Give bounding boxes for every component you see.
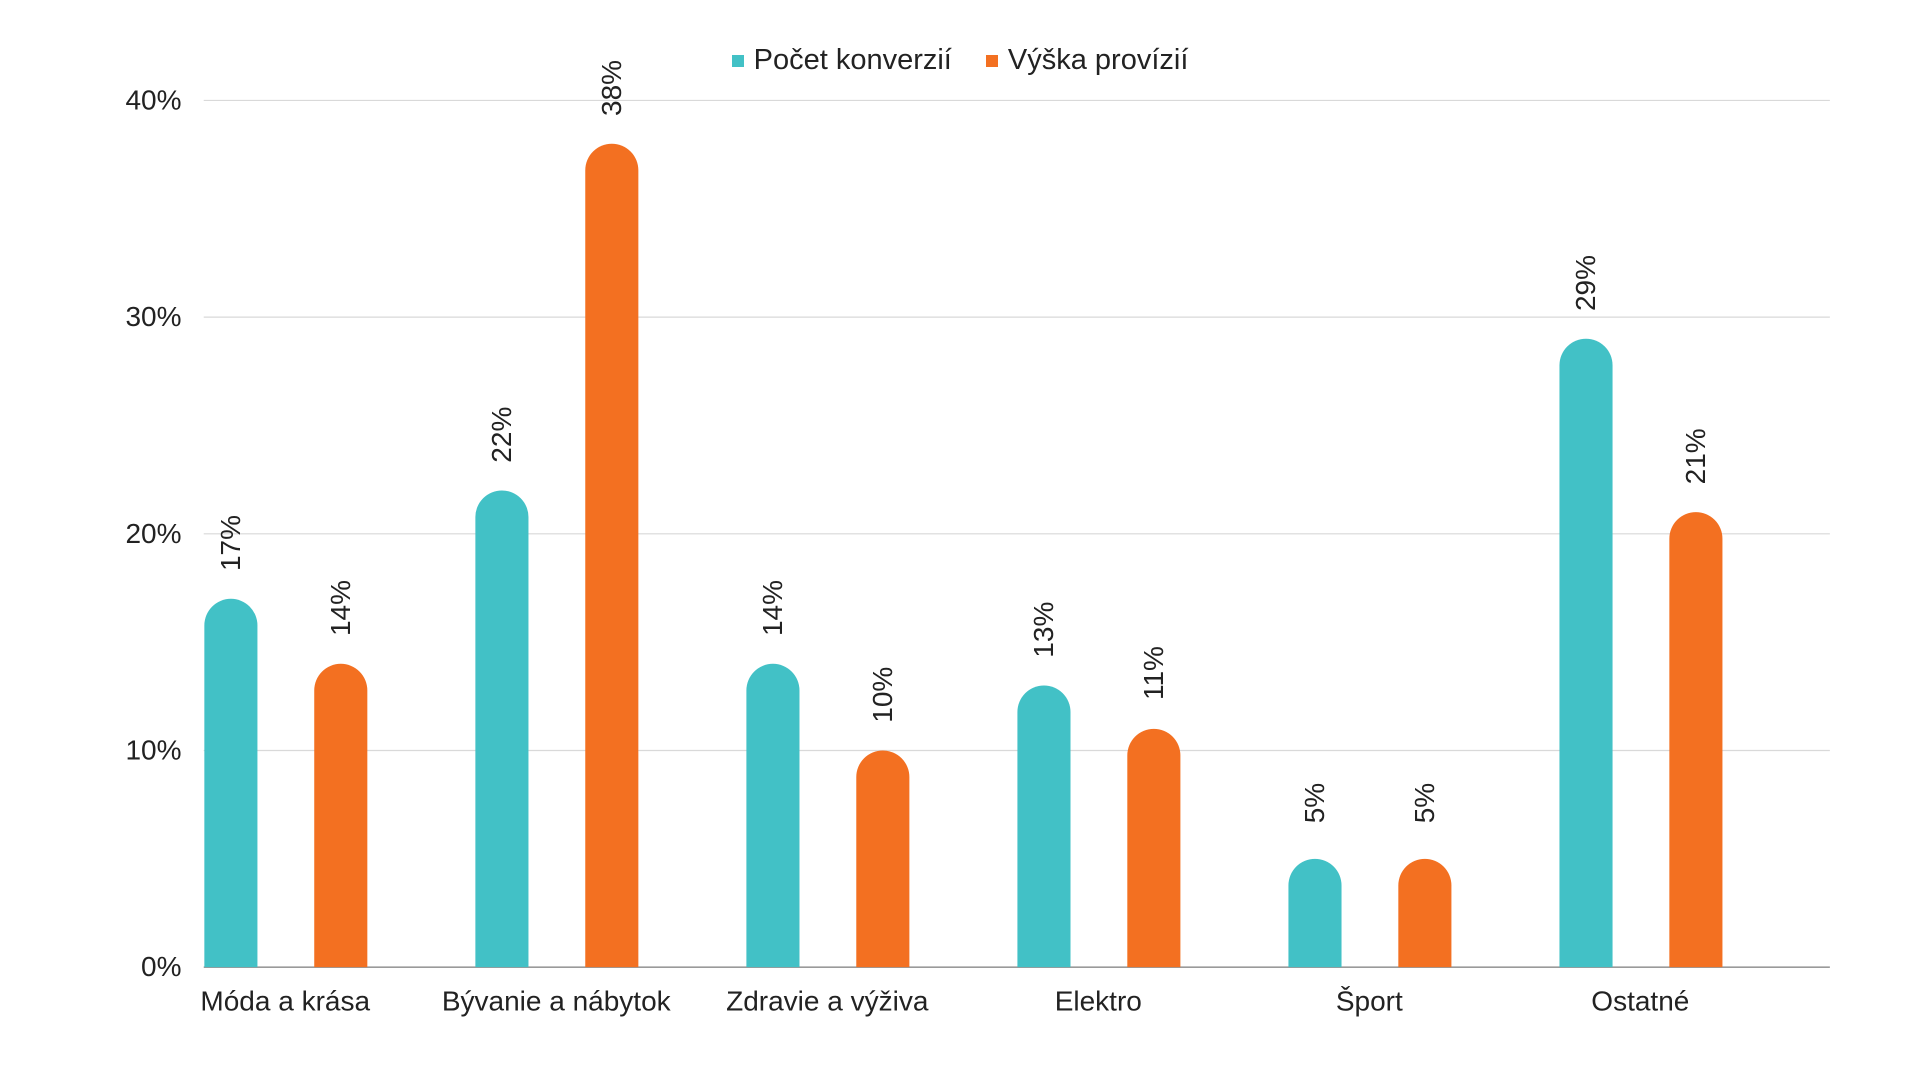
bar bbox=[1669, 512, 1723, 968]
bar bbox=[1127, 728, 1181, 968]
legend: Počet konverzií Výška provízií bbox=[0, 44, 1920, 77]
data-label: 29% bbox=[1570, 255, 1601, 311]
data-label: 22% bbox=[486, 407, 517, 463]
bar bbox=[1398, 858, 1452, 968]
bar bbox=[1288, 858, 1342, 968]
legend-swatch-conversions bbox=[731, 54, 744, 67]
bar bbox=[746, 663, 800, 968]
data-label: 5% bbox=[1299, 783, 1330, 823]
bar bbox=[475, 490, 529, 968]
legend-label-commissions: Výška provízií bbox=[1007, 44, 1189, 76]
data-label: 11% bbox=[1138, 646, 1169, 700]
legend-item-commissions: Výška provízií bbox=[985, 44, 1189, 77]
legend-label-conversions: Počet konverzií bbox=[753, 44, 952, 76]
y-tick-label: 20% bbox=[125, 518, 181, 549]
y-tick-label: 0% bbox=[141, 951, 181, 982]
bar bbox=[1559, 338, 1613, 968]
bar bbox=[314, 663, 368, 968]
bar bbox=[585, 143, 639, 968]
data-label: 38% bbox=[596, 60, 627, 116]
x-tick-label: Elektro bbox=[1055, 986, 1142, 1017]
x-tick-label: Ostatné bbox=[1591, 986, 1689, 1017]
data-label: 21% bbox=[1680, 428, 1711, 484]
legend-item-conversions: Počet konverzií bbox=[731, 44, 952, 77]
data-label: 14% bbox=[325, 580, 356, 636]
y-tick-label: 10% bbox=[125, 734, 181, 765]
x-tick-label: Zdravie a výživa bbox=[726, 986, 929, 1017]
bar bbox=[204, 598, 258, 968]
data-label: 13% bbox=[1028, 602, 1059, 658]
x-tick-label: Šport bbox=[1336, 986, 1403, 1017]
x-tick-label: Móda a krása bbox=[200, 986, 370, 1017]
y-tick-label: 30% bbox=[125, 301, 181, 332]
data-label: 14% bbox=[757, 580, 788, 636]
legend-swatch-commissions bbox=[985, 54, 998, 67]
bar bbox=[1017, 685, 1071, 968]
bar bbox=[856, 750, 910, 968]
y-tick-label: 40% bbox=[125, 84, 181, 115]
x-tick-label: Bývanie a nábytok bbox=[442, 986, 672, 1017]
data-label: 10% bbox=[867, 667, 898, 723]
data-label: 17% bbox=[215, 515, 246, 571]
data-label: 5% bbox=[1409, 783, 1440, 823]
